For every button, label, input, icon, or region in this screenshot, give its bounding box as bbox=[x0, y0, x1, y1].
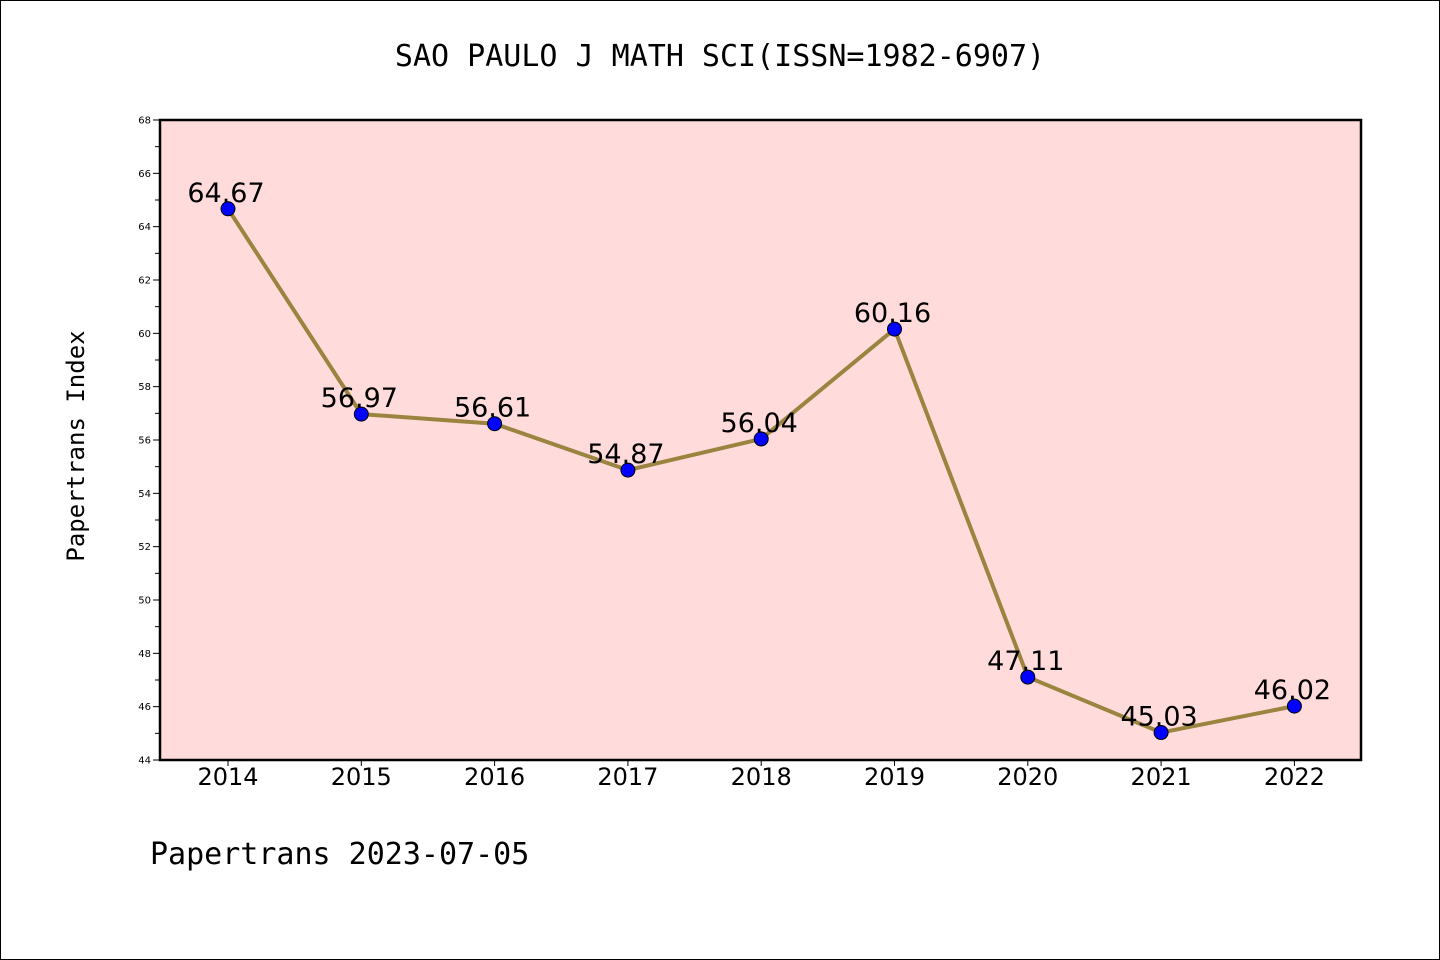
x-tick-label: 2020 bbox=[997, 763, 1058, 791]
data-point bbox=[1153, 725, 1169, 741]
data-point bbox=[487, 416, 503, 432]
data-label: 47.11 bbox=[987, 646, 1064, 677]
y-tick-label: 62 bbox=[138, 276, 151, 287]
y-tick-label: 46 bbox=[138, 702, 151, 713]
y-tick-label: 50 bbox=[138, 596, 151, 607]
data-point bbox=[620, 462, 636, 478]
y-tick-label: 44 bbox=[138, 756, 151, 767]
x-axis: 2014 2015 2016 2017 2018 2019 2020 2021 2022 bbox=[197, 760, 1325, 791]
y-axis-label: Papertrans Index bbox=[62, 330, 90, 561]
y-tick-label: 68 bbox=[138, 116, 151, 127]
y-tick-label: 54 bbox=[138, 489, 151, 500]
x-tick-label: 2022 bbox=[1264, 763, 1325, 791]
y-tick-label: 66 bbox=[138, 169, 151, 180]
data-point bbox=[1286, 698, 1302, 714]
data-label: 60.16 bbox=[854, 298, 931, 329]
data-point bbox=[753, 431, 769, 447]
data-label: 56.97 bbox=[321, 383, 398, 414]
y-tick-label: 58 bbox=[138, 382, 151, 393]
chart-title: SAO PAULO J MATH SCI(ISSN=1982-6907) bbox=[395, 39, 1045, 74]
footer-text: Papertrans 2023-07-05 bbox=[150, 837, 529, 872]
y-tick-label: 52 bbox=[138, 542, 151, 553]
x-tick-label: 2018 bbox=[731, 763, 792, 791]
y-axis: 44 46 48 50 52 54 56 58 60 62 64 66 68 bbox=[138, 116, 160, 767]
y-tick-label: 64 bbox=[138, 222, 151, 233]
data-point bbox=[1020, 669, 1036, 685]
data-label: 45.03 bbox=[1120, 702, 1197, 733]
x-tick-label: 2019 bbox=[864, 763, 925, 791]
data-label: 64.67 bbox=[187, 178, 264, 209]
data-label: 56.04 bbox=[721, 408, 798, 439]
data-label: 46.02 bbox=[1254, 675, 1331, 706]
x-tick-label: 2016 bbox=[464, 763, 525, 791]
data-label: 56.61 bbox=[454, 393, 531, 424]
x-tick-label: 2014 bbox=[197, 763, 258, 791]
x-tick-label: 2015 bbox=[331, 763, 392, 791]
y-tick-label: 60 bbox=[138, 329, 151, 340]
data-point bbox=[353, 406, 369, 422]
y-tick-label: 56 bbox=[138, 436, 151, 447]
x-tick-label: 2017 bbox=[597, 763, 658, 791]
data-point bbox=[220, 201, 236, 217]
data-point bbox=[887, 321, 902, 337]
data-label: 54.87 bbox=[587, 439, 664, 470]
x-tick-label: 2021 bbox=[1131, 763, 1192, 791]
y-tick-label: 48 bbox=[138, 649, 151, 660]
series: 64.67 56.97 56.61 54.87 56.04 60.16 47.11 45.03… bbox=[187, 178, 1331, 741]
